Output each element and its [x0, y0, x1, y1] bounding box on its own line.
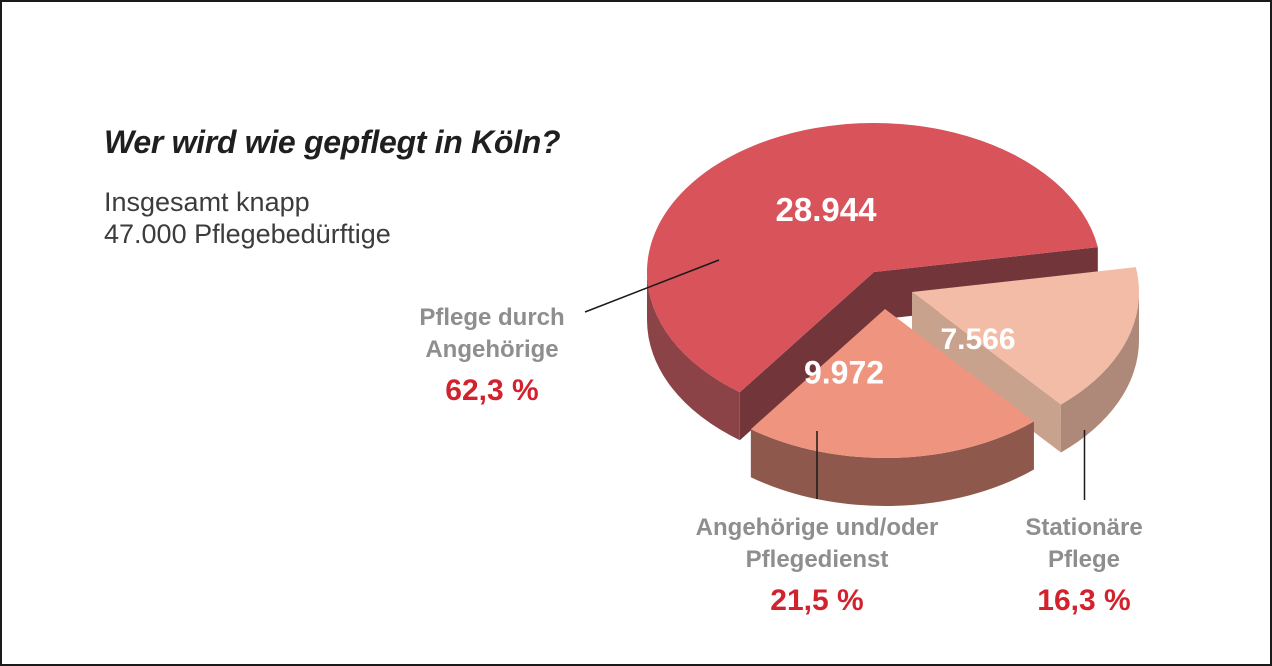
callout-angehoerige-pflegedienst: Angehörige und/oder Pflegedienst — [696, 512, 939, 576]
slice-rim-wall — [647, 272, 740, 441]
callout-line: Stationäre — [1025, 514, 1143, 541]
slice-rim-wall — [1060, 292, 1139, 453]
pie-slices — [647, 123, 1139, 507]
subtitle-line-1: Insgesamt knapp — [104, 187, 310, 217]
callout-line: Pflege — [1047, 546, 1121, 573]
slice-rim-wall — [750, 421, 1034, 507]
callout-line: Angehörige und/oder — [695, 514, 939, 541]
slice-cut-face — [739, 272, 874, 441]
leader-lines — [584, 259, 1086, 500]
slice-value-stationaere-pflege: 7.566 — [940, 323, 1016, 356]
percent-pflege-durch-angehoerige: 62,3 % — [445, 374, 539, 407]
subtitle: Insgesamt knapp 47.000 Pflegebedürftige — [104, 186, 391, 250]
slice-value-pflege-durch-angehoerige: 28.944 — [775, 191, 877, 228]
page-title: Wer wird wie gepflegt in Köln? — [104, 124, 561, 160]
pie-slice-2 — [912, 267, 1139, 453]
callout-stationaere-pflege: Stationäre Pflege — [1025, 512, 1142, 576]
callout-line: Pflegedienst — [745, 546, 889, 573]
slice-cut-face — [912, 292, 1061, 453]
slice-value-angehoerige-pflegedienst: 9.972 — [803, 354, 885, 391]
callout-line: Angehörige — [425, 336, 559, 363]
callout-line: Pflege durch — [419, 304, 565, 331]
pie-slice-0 — [647, 123, 1098, 441]
leader-line-pflege-durch-angehoerige — [584, 259, 720, 313]
subtitle-line-2: 47.000 Pflegebedürftige — [104, 219, 391, 249]
slice-top-face — [912, 267, 1139, 405]
pie-slice-1 — [750, 309, 1034, 507]
percent-angehoerige-pflegedienst: 21,5 % — [770, 584, 864, 617]
slice-top-face — [750, 309, 1034, 458]
slice-top-face — [647, 123, 1098, 393]
percent-stationaere-pflege: 16,3 % — [1037, 584, 1131, 617]
callout-pflege-durch-angehoerige: Pflege durch Angehörige — [419, 302, 564, 366]
